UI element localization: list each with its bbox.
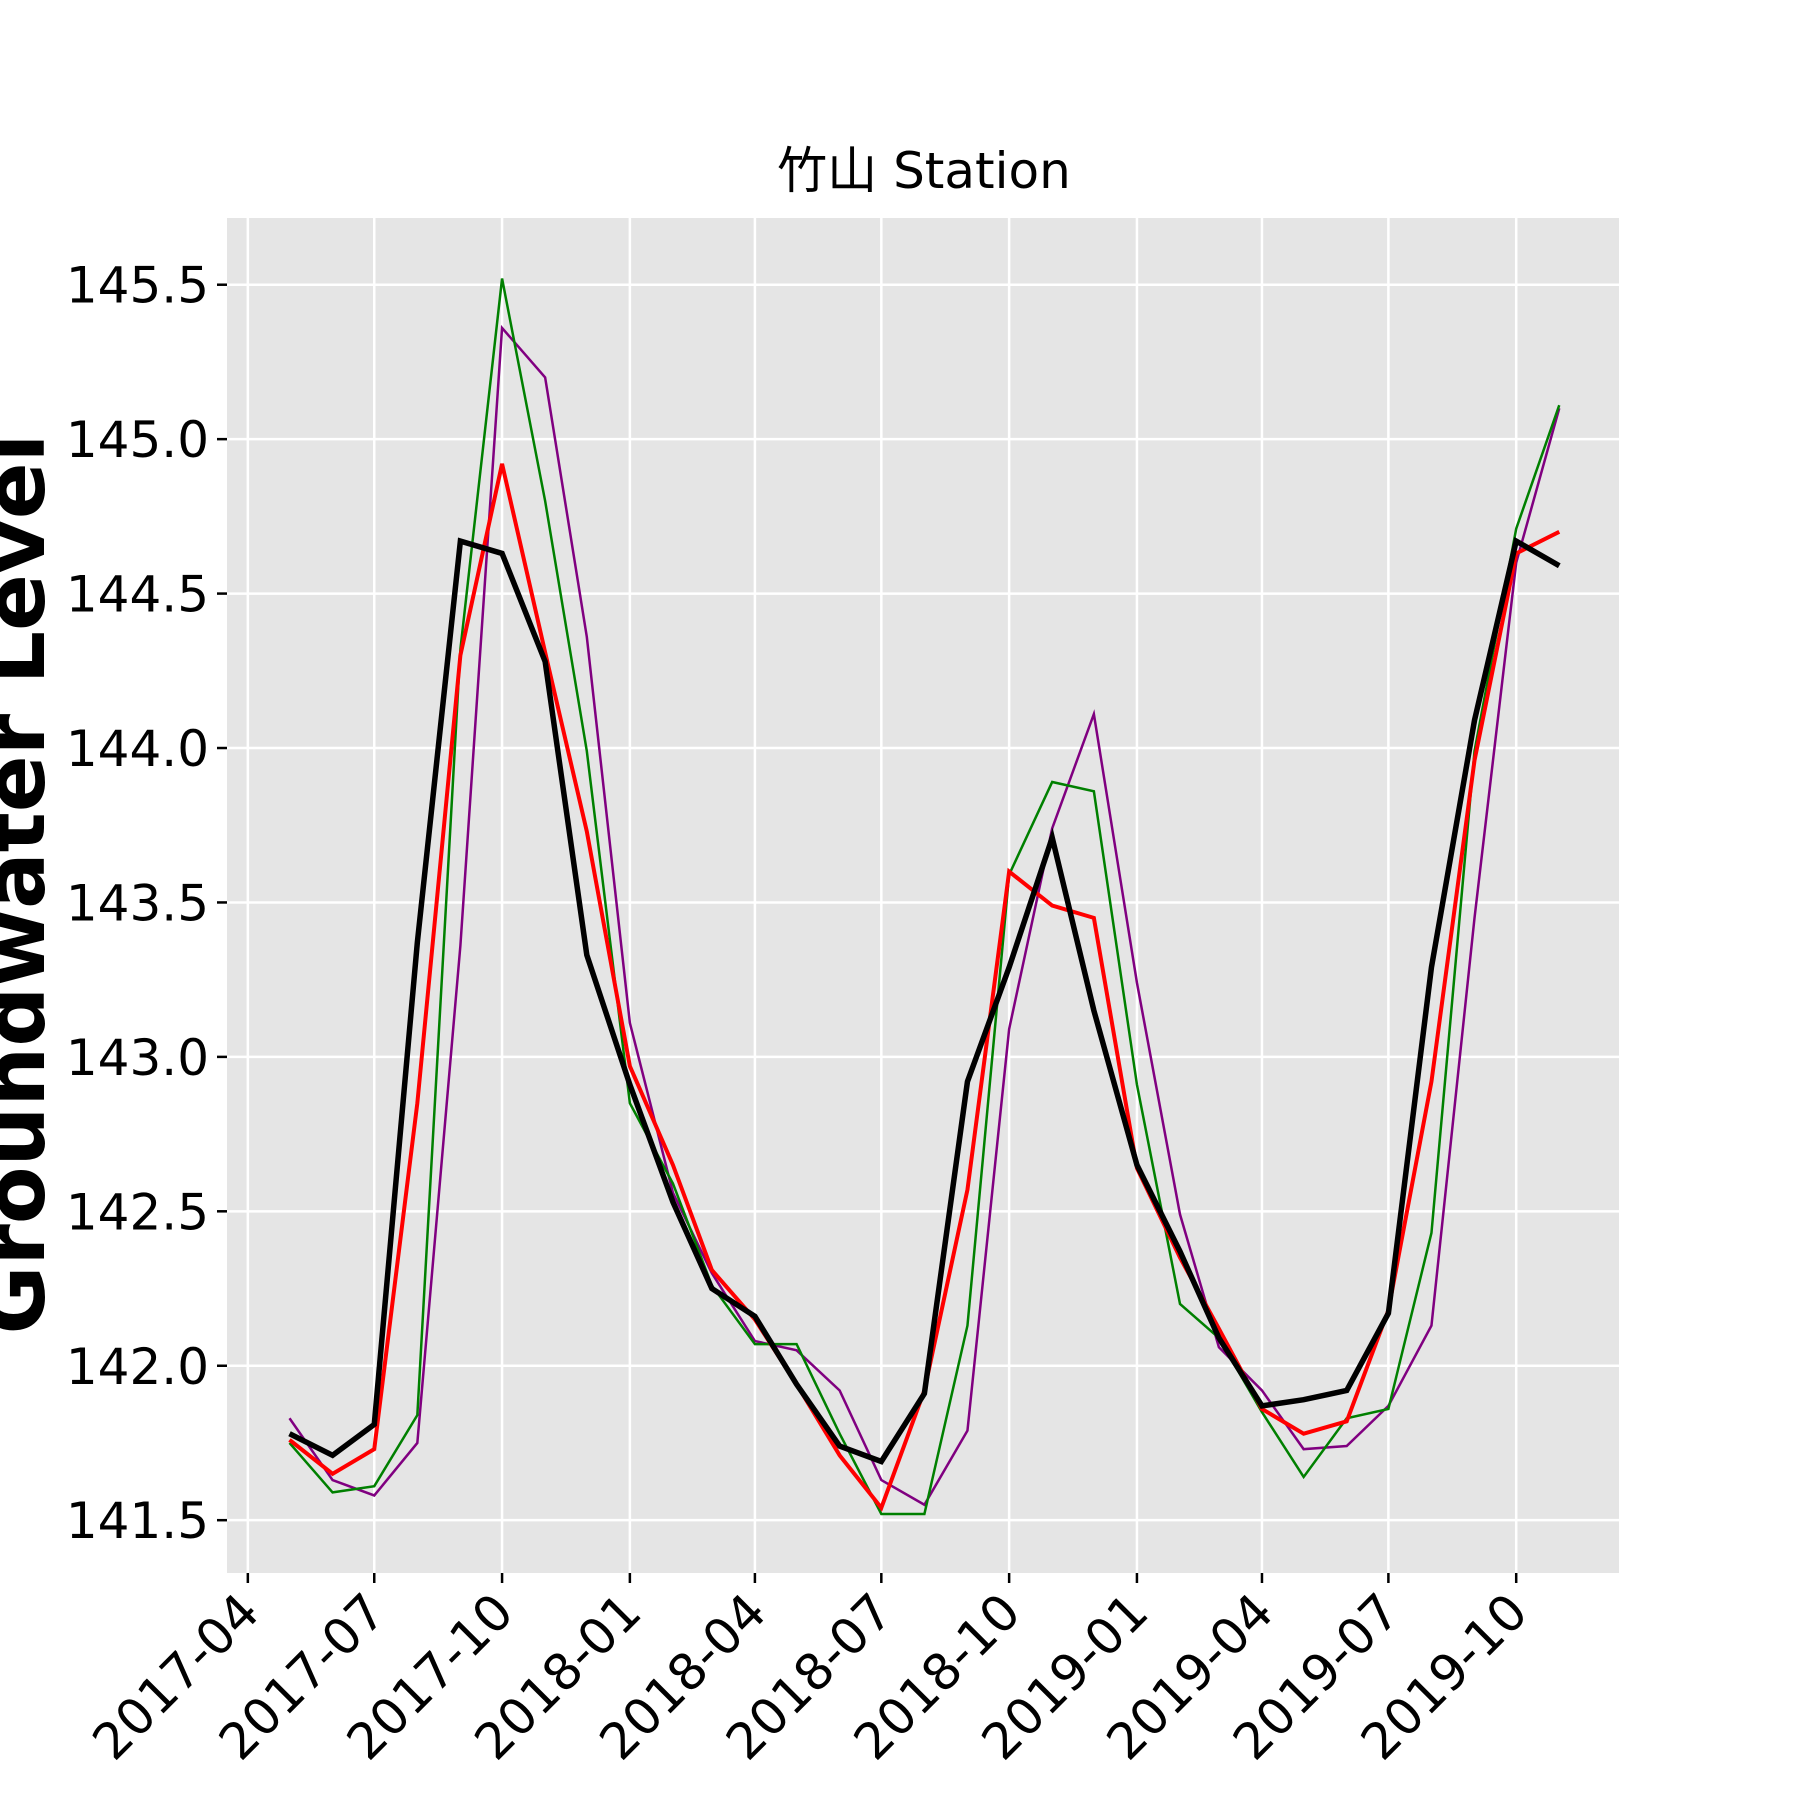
y-tick-label: 144.0	[66, 720, 209, 778]
y-tick-label: 142.5	[66, 1183, 209, 1241]
chart-title: 竹山 Station	[777, 142, 1071, 200]
y-tick-label: 142.0	[66, 1338, 209, 1396]
y-tick-label: 143.5	[66, 874, 209, 932]
series-line	[288, 324, 1561, 1507]
y-axis-label: Groundwater Level	[0, 434, 64, 1335]
plot-background	[227, 218, 1619, 1573]
y-tick-label: 141.5	[66, 1492, 209, 1550]
y-tick-label: 144.5	[66, 566, 209, 624]
y-tick-label: 143.0	[66, 1029, 209, 1087]
series-line	[288, 536, 1561, 1465]
y-tick-label: 145.0	[66, 411, 209, 469]
y-tick-label: 145.5	[66, 257, 209, 315]
